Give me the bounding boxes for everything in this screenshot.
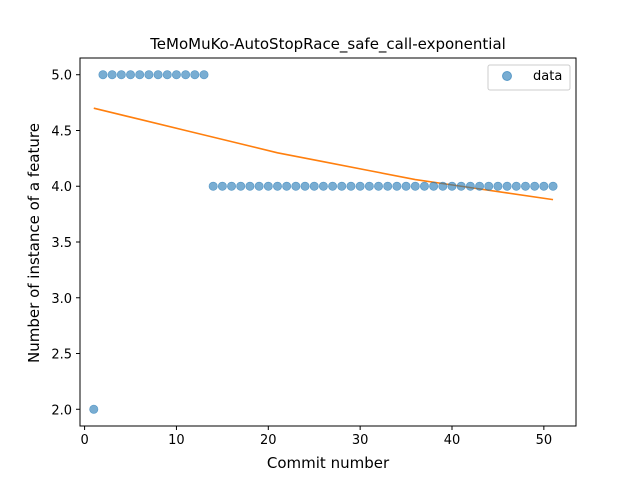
y-tick-label: 3.0 [51,292,72,307]
data-point [401,181,411,191]
data-point [98,70,108,80]
x-tick-label: 20 [260,433,277,448]
y-tick-label: 2.0 [51,403,72,418]
x-tick-label: 30 [352,433,369,448]
x-axis-title: Commit number [267,454,390,472]
data-point [392,181,402,191]
x-tick-label: 10 [168,433,185,448]
data-point [199,70,209,80]
data-point [217,181,227,191]
data-point [107,70,117,80]
data-point [383,181,393,191]
data-point [456,181,466,191]
x-tick-label: 0 [80,433,88,448]
data-point [328,181,338,191]
data-point [282,181,292,191]
data-point [502,181,512,191]
data-point [475,181,485,191]
data-point [272,181,282,191]
data-point [144,70,154,80]
data-point [337,181,347,191]
data-point [447,181,457,191]
data-point [410,181,420,191]
plot-area: 0 10 20 30 40 50 2.0 2.5 3.0 3.5 4.0 4.5 5.0 [51,57,577,448]
x-tick-label: 50 [536,433,553,448]
legend: data [487,64,571,91]
data-point [364,181,374,191]
data-point [254,181,264,191]
x-tick-label: 40 [444,433,461,448]
data-point [171,70,181,80]
data-point [419,181,429,191]
chart-title: TeMoMuKo-AutoStopRace_safe_call-exponent… [149,35,506,54]
y-tick-label: 4.5 [51,124,72,139]
data-point [208,181,218,191]
data-point [89,404,99,414]
data-point [493,181,503,191]
y-tick-label: 5.0 [51,69,72,84]
data-point [465,181,475,191]
y-tick-label: 3.5 [51,236,72,251]
data-point [318,181,328,191]
data-point [530,181,540,191]
data-point [309,181,319,191]
data-point [539,181,549,191]
y-tick-label: 4.0 [51,180,72,195]
data-point [126,70,136,80]
legend-marker-data [502,71,512,81]
data-point [181,70,191,80]
data-point [291,181,301,191]
data-point [300,181,310,191]
data-point [484,181,494,191]
data-point [511,181,521,191]
data-point [346,181,356,191]
data-point [438,181,448,191]
data-point [190,70,200,80]
data-point [548,181,558,191]
data-point [263,181,273,191]
data-point [520,181,530,191]
data-point [135,70,145,80]
data-point [355,181,365,191]
data-point [245,181,255,191]
y-tick-label: 2.5 [51,348,72,363]
data-point [236,181,246,191]
data-point [162,70,172,80]
legend-label-data: data [533,69,562,84]
data-point [153,70,163,80]
data-point [429,181,439,191]
data-point [227,181,237,191]
data-point [374,181,384,191]
data-point [116,70,126,80]
y-axis-title: Number of instance of a feature [25,123,43,363]
